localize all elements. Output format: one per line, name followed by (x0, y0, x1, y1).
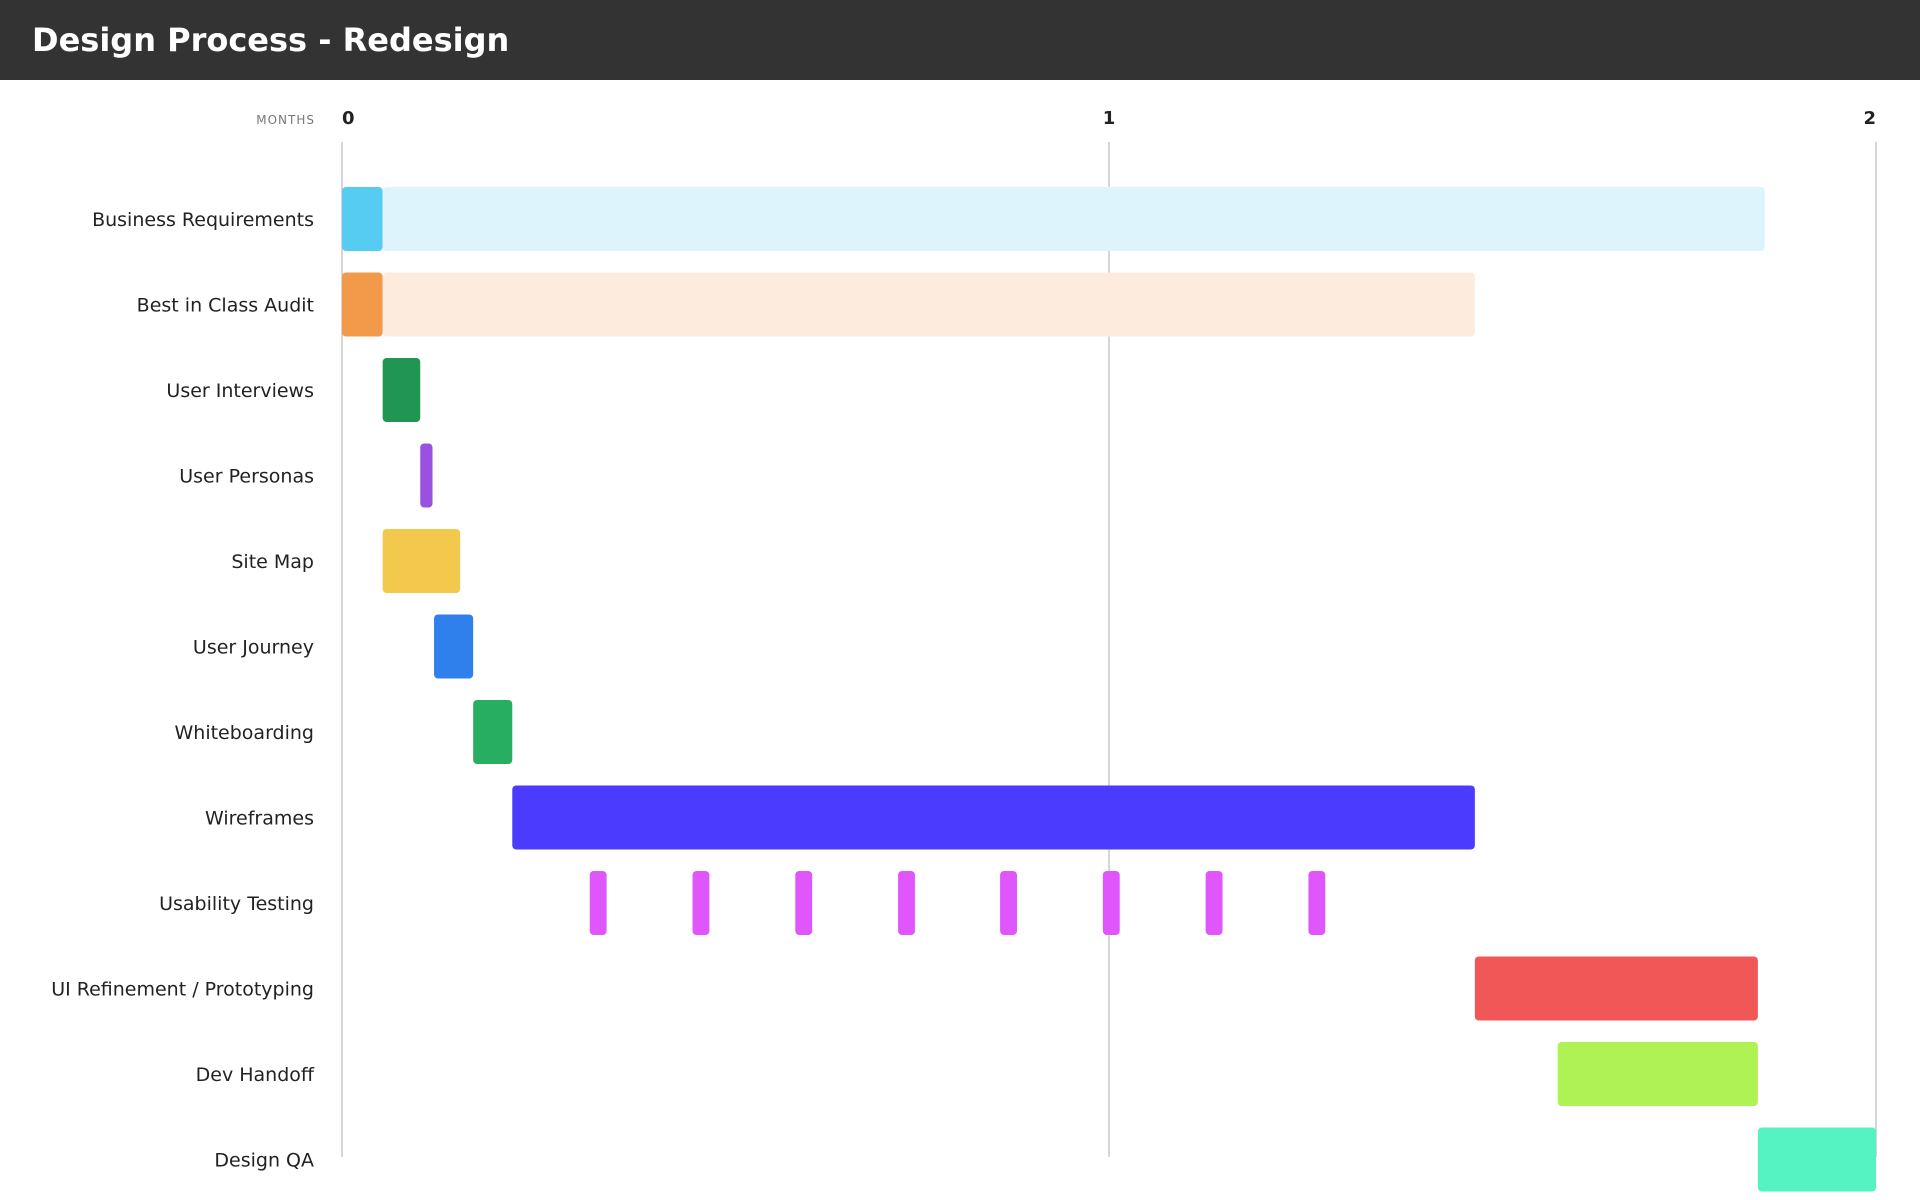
row-labels: Business Requirements Best in Class Audit… (51, 209, 315, 1172)
x-tick-label: 1 (1103, 108, 1116, 129)
task-bar-11-0 (1757, 1127, 1876, 1192)
row-label: Dev Handoff (196, 1064, 315, 1086)
task-bar-0-1 (382, 187, 1765, 251)
row-label: Wireframes (205, 808, 314, 830)
task-bar-3-0 (420, 443, 433, 508)
task-bar-8-4 (1000, 871, 1017, 935)
task-bar-8-5 (1102, 871, 1120, 935)
task-bar-9-0 (1474, 956, 1758, 1021)
task-bar-4-0 (382, 529, 461, 593)
row-label: UI Refinement / Prototyping (51, 979, 314, 1001)
row-label: User Personas (179, 466, 314, 488)
task-bar-1-1 (382, 272, 1475, 337)
row-label: Usability Testing (159, 893, 314, 915)
task-bar-1-0 (342, 272, 383, 337)
page-title: Design Process - Redesign (32, 21, 510, 59)
x-axis-unit-label: MONTHS (256, 113, 315, 127)
row-label: User Journey (193, 637, 314, 659)
row-label: Design QA (214, 1150, 314, 1172)
gantt-chart: MONTHS 0 1 2 Business Requirements Best in … (51, 108, 1877, 1192)
task-bar-8-7 (1308, 871, 1326, 935)
task-bar-8-6 (1205, 871, 1223, 935)
task-bar-0-0 (342, 187, 383, 251)
row-label: Best in Class Audit (137, 295, 314, 317)
x-tick-label: 0 (342, 108, 355, 129)
task-bar-2-0 (382, 358, 421, 422)
task-bar-7-0 (512, 785, 1475, 850)
task-bar-8-3 (898, 871, 915, 935)
row-label: User Interviews (166, 380, 314, 402)
row-label: Site Map (231, 551, 314, 573)
task-bar-5-0 (434, 614, 474, 679)
task-bar-8-0 (589, 871, 607, 935)
header-bar: Design Process - Redesign (0, 0, 1920, 80)
task-bar-6-0 (473, 700, 513, 764)
row-label: Business Requirements (92, 209, 314, 231)
x-tick-label: 2 (1863, 108, 1876, 129)
x-axis-ticks: 0 1 2 (342, 108, 1876, 129)
task-bar-10-0 (1557, 1042, 1758, 1106)
task-bar-8-2 (795, 871, 813, 935)
task-bar-8-1 (692, 871, 710, 935)
row-label: Whiteboarding (175, 722, 315, 744)
task-bars (342, 187, 1876, 1192)
